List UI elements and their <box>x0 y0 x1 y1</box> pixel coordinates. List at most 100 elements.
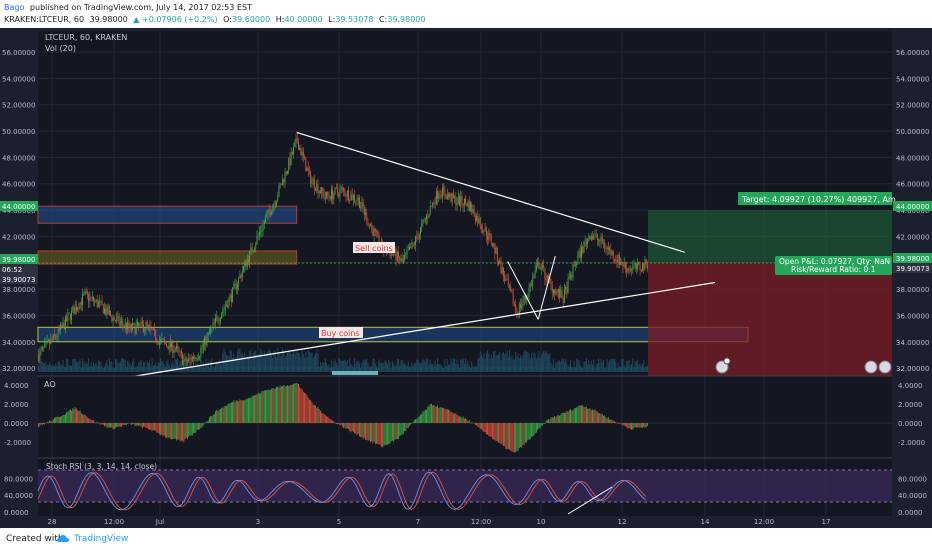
volume-bar <box>335 362 337 372</box>
volume-bar <box>330 359 332 372</box>
candle-body <box>196 358 198 360</box>
ao-bar <box>407 423 409 428</box>
candle-body <box>416 236 418 238</box>
volume-bar <box>140 360 142 372</box>
candle-body <box>571 275 573 278</box>
candle-body <box>321 187 323 194</box>
volume-bar <box>511 355 513 372</box>
candle-body <box>238 277 240 285</box>
candle-body <box>585 241 587 245</box>
pnl-label[interactable]: Open P&L: 0.07927, Qty: NaN Risk/Reward … <box>775 256 892 275</box>
volume-bar <box>44 362 46 372</box>
candle-body <box>562 298 564 303</box>
volume-bar <box>629 364 631 372</box>
ao-bar <box>173 423 175 439</box>
event-marker-1[interactable] <box>715 360 729 374</box>
ao-bar <box>96 421 98 423</box>
stoch-divergence-line[interactable] <box>567 486 613 515</box>
candle-body <box>146 322 148 326</box>
stoch-tick-left: 80.0000 <box>4 475 33 483</box>
ao-bar <box>535 423 537 433</box>
author-link[interactable]: Bago <box>4 3 25 12</box>
candle-body <box>509 286 510 287</box>
candle-body <box>479 218 481 227</box>
right-price-scale[interactable] <box>892 31 932 528</box>
ao-bar <box>126 423 127 425</box>
candle-body <box>560 290 562 298</box>
wedge-line-a[interactable] <box>507 261 539 320</box>
candle-body <box>184 358 186 361</box>
candle-body <box>228 297 230 308</box>
ao-bar <box>383 423 385 446</box>
ao-tick-left: 0.0000 <box>4 420 29 428</box>
volume-bar <box>47 365 49 372</box>
candle-body <box>315 188 316 191</box>
candle-body <box>634 263 636 266</box>
volume-bar <box>616 367 618 372</box>
ao-bar <box>621 423 623 425</box>
candle-body <box>217 317 219 322</box>
event-marker-2[interactable] <box>864 360 878 374</box>
ao-bar <box>476 423 478 426</box>
candle-body <box>365 212 366 215</box>
candle-body <box>334 187 336 194</box>
ao-bar <box>326 416 327 423</box>
buy-coins-label[interactable]: Buy coins <box>319 327 363 338</box>
candle-body <box>111 315 113 321</box>
event-marker-3[interactable] <box>878 360 892 374</box>
candle-body <box>145 322 147 330</box>
tradingview-brand-link[interactable]: TradingView <box>74 534 129 544</box>
volume-bar <box>297 352 299 372</box>
candle-body <box>372 227 374 236</box>
position-layer <box>38 210 892 377</box>
ao-bar <box>256 394 258 423</box>
buy-label-bg <box>319 327 363 338</box>
ao-bar <box>312 404 314 423</box>
profit-zone[interactable] <box>648 210 892 264</box>
loss-zone[interactable] <box>648 263 892 376</box>
volume-bar <box>77 362 79 372</box>
stoch-d-line <box>37 471 646 511</box>
upper-trendline[interactable] <box>296 131 685 253</box>
candle-body <box>234 283 236 285</box>
candle-body <box>147 324 149 326</box>
volume-bar <box>308 351 310 372</box>
volume-bar <box>211 358 213 372</box>
ao-bar <box>104 423 105 427</box>
candle-body <box>637 262 639 269</box>
volume-bar <box>406 365 408 372</box>
candle-body <box>240 275 242 278</box>
candle-body <box>406 250 408 254</box>
candle-body <box>477 215 479 224</box>
ao-bar <box>368 423 370 441</box>
ao-bar <box>298 383 299 423</box>
candle-body <box>535 265 537 271</box>
volume-bar <box>528 353 530 372</box>
candle-body <box>368 223 370 225</box>
volume-bar <box>437 358 439 372</box>
target-label[interactable]: Target: 4.09927 (10.27%) 409927, Am <box>738 192 896 205</box>
lower-trendline[interactable] <box>135 281 716 377</box>
candle-body <box>313 179 315 189</box>
event-markers[interactable] <box>715 357 892 374</box>
right-tag-stop-text: 39.90073 <box>896 265 929 273</box>
candle-body <box>524 295 526 300</box>
trendlines-layer[interactable] <box>135 131 716 377</box>
ao-bar <box>116 423 118 428</box>
volume-bar <box>312 357 314 372</box>
candle-body <box>424 219 426 220</box>
ao-bar <box>226 406 227 423</box>
volume-bar <box>305 352 307 372</box>
sell-coins-label[interactable]: Sell coins <box>353 242 395 253</box>
candle-body <box>549 277 551 282</box>
wedge-line-b[interactable] <box>537 256 556 320</box>
candle-body <box>356 200 358 202</box>
ao-bar <box>599 412 601 423</box>
ao-bar <box>47 422 49 423</box>
ao-bar <box>329 418 331 423</box>
candle-body <box>564 289 565 303</box>
volume-bar <box>521 358 523 372</box>
volume-bar <box>277 348 279 372</box>
candle-body <box>529 284 531 288</box>
